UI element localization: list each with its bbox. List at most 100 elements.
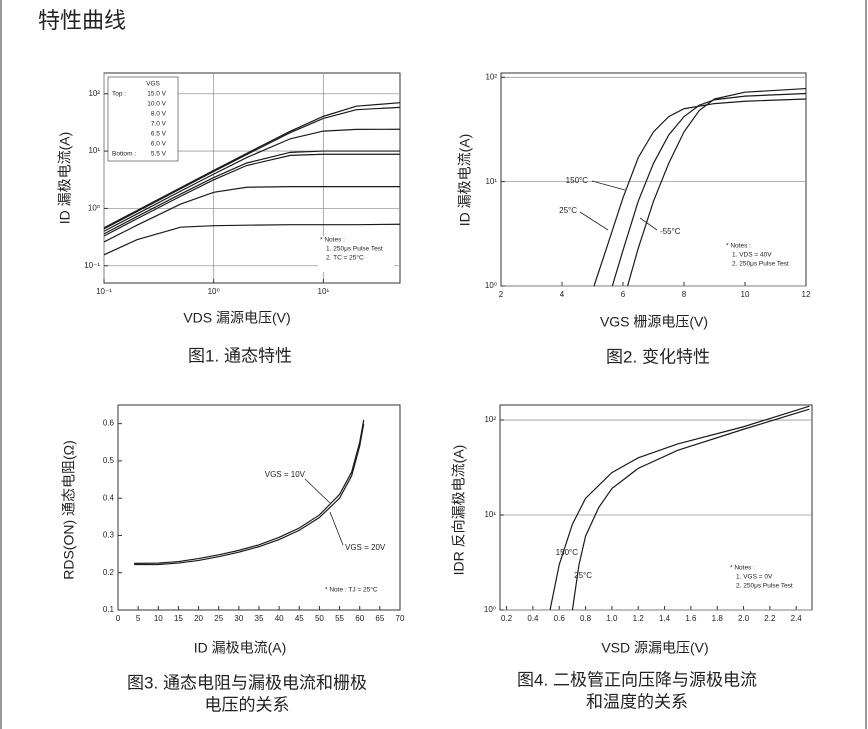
y-tick-label: 0.1 bbox=[103, 605, 115, 614]
y-axis-label: ID 漏极电流(A) bbox=[57, 132, 73, 225]
y-tick-label: 10² bbox=[485, 72, 497, 81]
legend-label: Bottom : bbox=[112, 151, 136, 158]
x-tick-label: 0 bbox=[116, 614, 121, 623]
legend-entry: 6.5 V bbox=[151, 131, 167, 138]
x-tick-label: 30 bbox=[234, 614, 243, 623]
y-tick-label: 0.2 bbox=[103, 568, 115, 577]
x-tick-label: 65 bbox=[375, 614, 384, 623]
page-title: 特性曲线 bbox=[38, 8, 126, 33]
x-tick-label: 60 bbox=[355, 614, 364, 623]
x-axis-label: VDS 漏源电压(V) bbox=[183, 310, 290, 326]
series-label: 150°C bbox=[566, 176, 589, 185]
figure-caption: 图3. 通态电阻与漏极电流和栅极 bbox=[127, 673, 367, 692]
x-tick-label: 2.2 bbox=[764, 614, 776, 623]
legend-box bbox=[107, 76, 179, 162]
legend-entry: 10.0 V bbox=[147, 101, 166, 108]
x-tick-label: 2 bbox=[499, 290, 504, 299]
x-tick-label: 12 bbox=[802, 290, 811, 299]
y-axis-label: IDR 反向漏极电流(A) bbox=[451, 445, 467, 576]
legend-entry: 8.0 V bbox=[151, 111, 167, 118]
series-label: 150°C bbox=[556, 548, 579, 557]
x-tick-label: 1.6 bbox=[685, 614, 697, 623]
curve bbox=[627, 87, 807, 287]
figure-caption: 图1. 通态特性 bbox=[188, 346, 292, 365]
curve bbox=[103, 153, 400, 237]
label-pointer bbox=[591, 180, 626, 191]
curve bbox=[611, 92, 807, 287]
legend-entry: 5.5 V bbox=[151, 151, 167, 158]
note: * Note : TJ = 25°C bbox=[325, 586, 378, 594]
x-axis-label: VGS 栅源电压(V) bbox=[600, 314, 708, 330]
x-tick-label: 15 bbox=[174, 614, 183, 623]
curve bbox=[571, 408, 810, 611]
curve bbox=[134, 419, 365, 565]
legend-entry: 6.0 V bbox=[151, 141, 167, 148]
x-axis-label: VSD 源漏电压(V) bbox=[601, 640, 708, 656]
label-pointer bbox=[579, 211, 609, 231]
curve bbox=[593, 98, 807, 287]
note: * Notes : bbox=[730, 565, 755, 572]
y-tick-label: 0.6 bbox=[103, 419, 115, 428]
figure-caption: 图4. 二极管正向压降与源极电流 bbox=[517, 670, 757, 689]
label-pointer bbox=[329, 511, 344, 546]
note: 2. 250μs Pulse Test bbox=[732, 261, 789, 268]
curve bbox=[103, 128, 401, 232]
note: * Notes : bbox=[320, 237, 345, 244]
x-tick-label: 8 bbox=[682, 290, 687, 299]
x-tick-label: 35 bbox=[255, 614, 264, 623]
y-tick-label: 10⁰ bbox=[485, 281, 497, 290]
x-tick-label: 70 bbox=[396, 614, 405, 623]
notes-box bbox=[728, 564, 804, 594]
series-label: 25°C bbox=[559, 206, 577, 215]
legend-title: VGS bbox=[146, 81, 160, 88]
y-tick-label: 10² bbox=[88, 89, 100, 98]
curve bbox=[103, 106, 401, 230]
x-tick-label: 10⁻¹ bbox=[96, 287, 112, 296]
x-tick-label: 45 bbox=[295, 614, 304, 623]
x-tick-label: 2.4 bbox=[791, 614, 803, 623]
x-tick-label: 20 bbox=[194, 614, 203, 623]
notes-box bbox=[318, 236, 394, 272]
x-tick-label: 6 bbox=[621, 290, 626, 299]
x-tick-label: 50 bbox=[315, 614, 324, 623]
label-pointer bbox=[304, 478, 331, 504]
curve bbox=[134, 423, 365, 566]
curve bbox=[103, 102, 401, 229]
y-tick-label: 0.4 bbox=[103, 493, 115, 502]
x-tick-label: 0.6 bbox=[554, 614, 566, 623]
series-label: VGS = 10V bbox=[265, 470, 306, 479]
notes-box bbox=[724, 242, 800, 272]
x-tick-label: 0.8 bbox=[580, 614, 592, 623]
curve bbox=[103, 150, 400, 235]
x-tick-label: 55 bbox=[335, 614, 344, 623]
x-tick-label: 10⁰ bbox=[208, 287, 220, 296]
x-tick-label: 10¹ bbox=[318, 287, 330, 296]
note: 2. TC = 25°C bbox=[326, 254, 364, 262]
x-tick-label: 0.2 bbox=[501, 614, 513, 623]
y-tick-label: 10⁰ bbox=[484, 605, 496, 614]
series-label: VGS = 20V bbox=[345, 543, 386, 552]
x-tick-label: 10 bbox=[154, 614, 163, 623]
x-tick-label: 5 bbox=[136, 614, 141, 623]
y-tick-label: 10⁻¹ bbox=[84, 261, 100, 270]
x-tick-label: 40 bbox=[275, 614, 284, 623]
x-tick-label: 1.4 bbox=[659, 614, 671, 623]
x-tick-label: 1.2 bbox=[633, 614, 645, 623]
y-tick-label: 10⁰ bbox=[88, 204, 100, 213]
y-axis-label: RDS(ON) 通态电阻(Ω) bbox=[61, 440, 77, 580]
label-pointer bbox=[639, 217, 658, 231]
x-tick-label: 25 bbox=[214, 614, 223, 623]
y-tick-label: 10¹ bbox=[484, 510, 496, 519]
notes-box bbox=[323, 586, 383, 598]
legend-entry: 15.0 V bbox=[147, 91, 166, 98]
figure-caption: 和温度的关系 bbox=[586, 692, 688, 711]
note: 2. 250μs Pulse Test bbox=[736, 583, 793, 590]
figure-caption: 电压的关系 bbox=[205, 695, 290, 714]
series-label: 25°C bbox=[574, 571, 592, 580]
y-tick-label: 10¹ bbox=[485, 177, 497, 186]
x-tick-label: 1.0 bbox=[606, 614, 618, 623]
x-tick-label: 2.0 bbox=[738, 614, 750, 623]
